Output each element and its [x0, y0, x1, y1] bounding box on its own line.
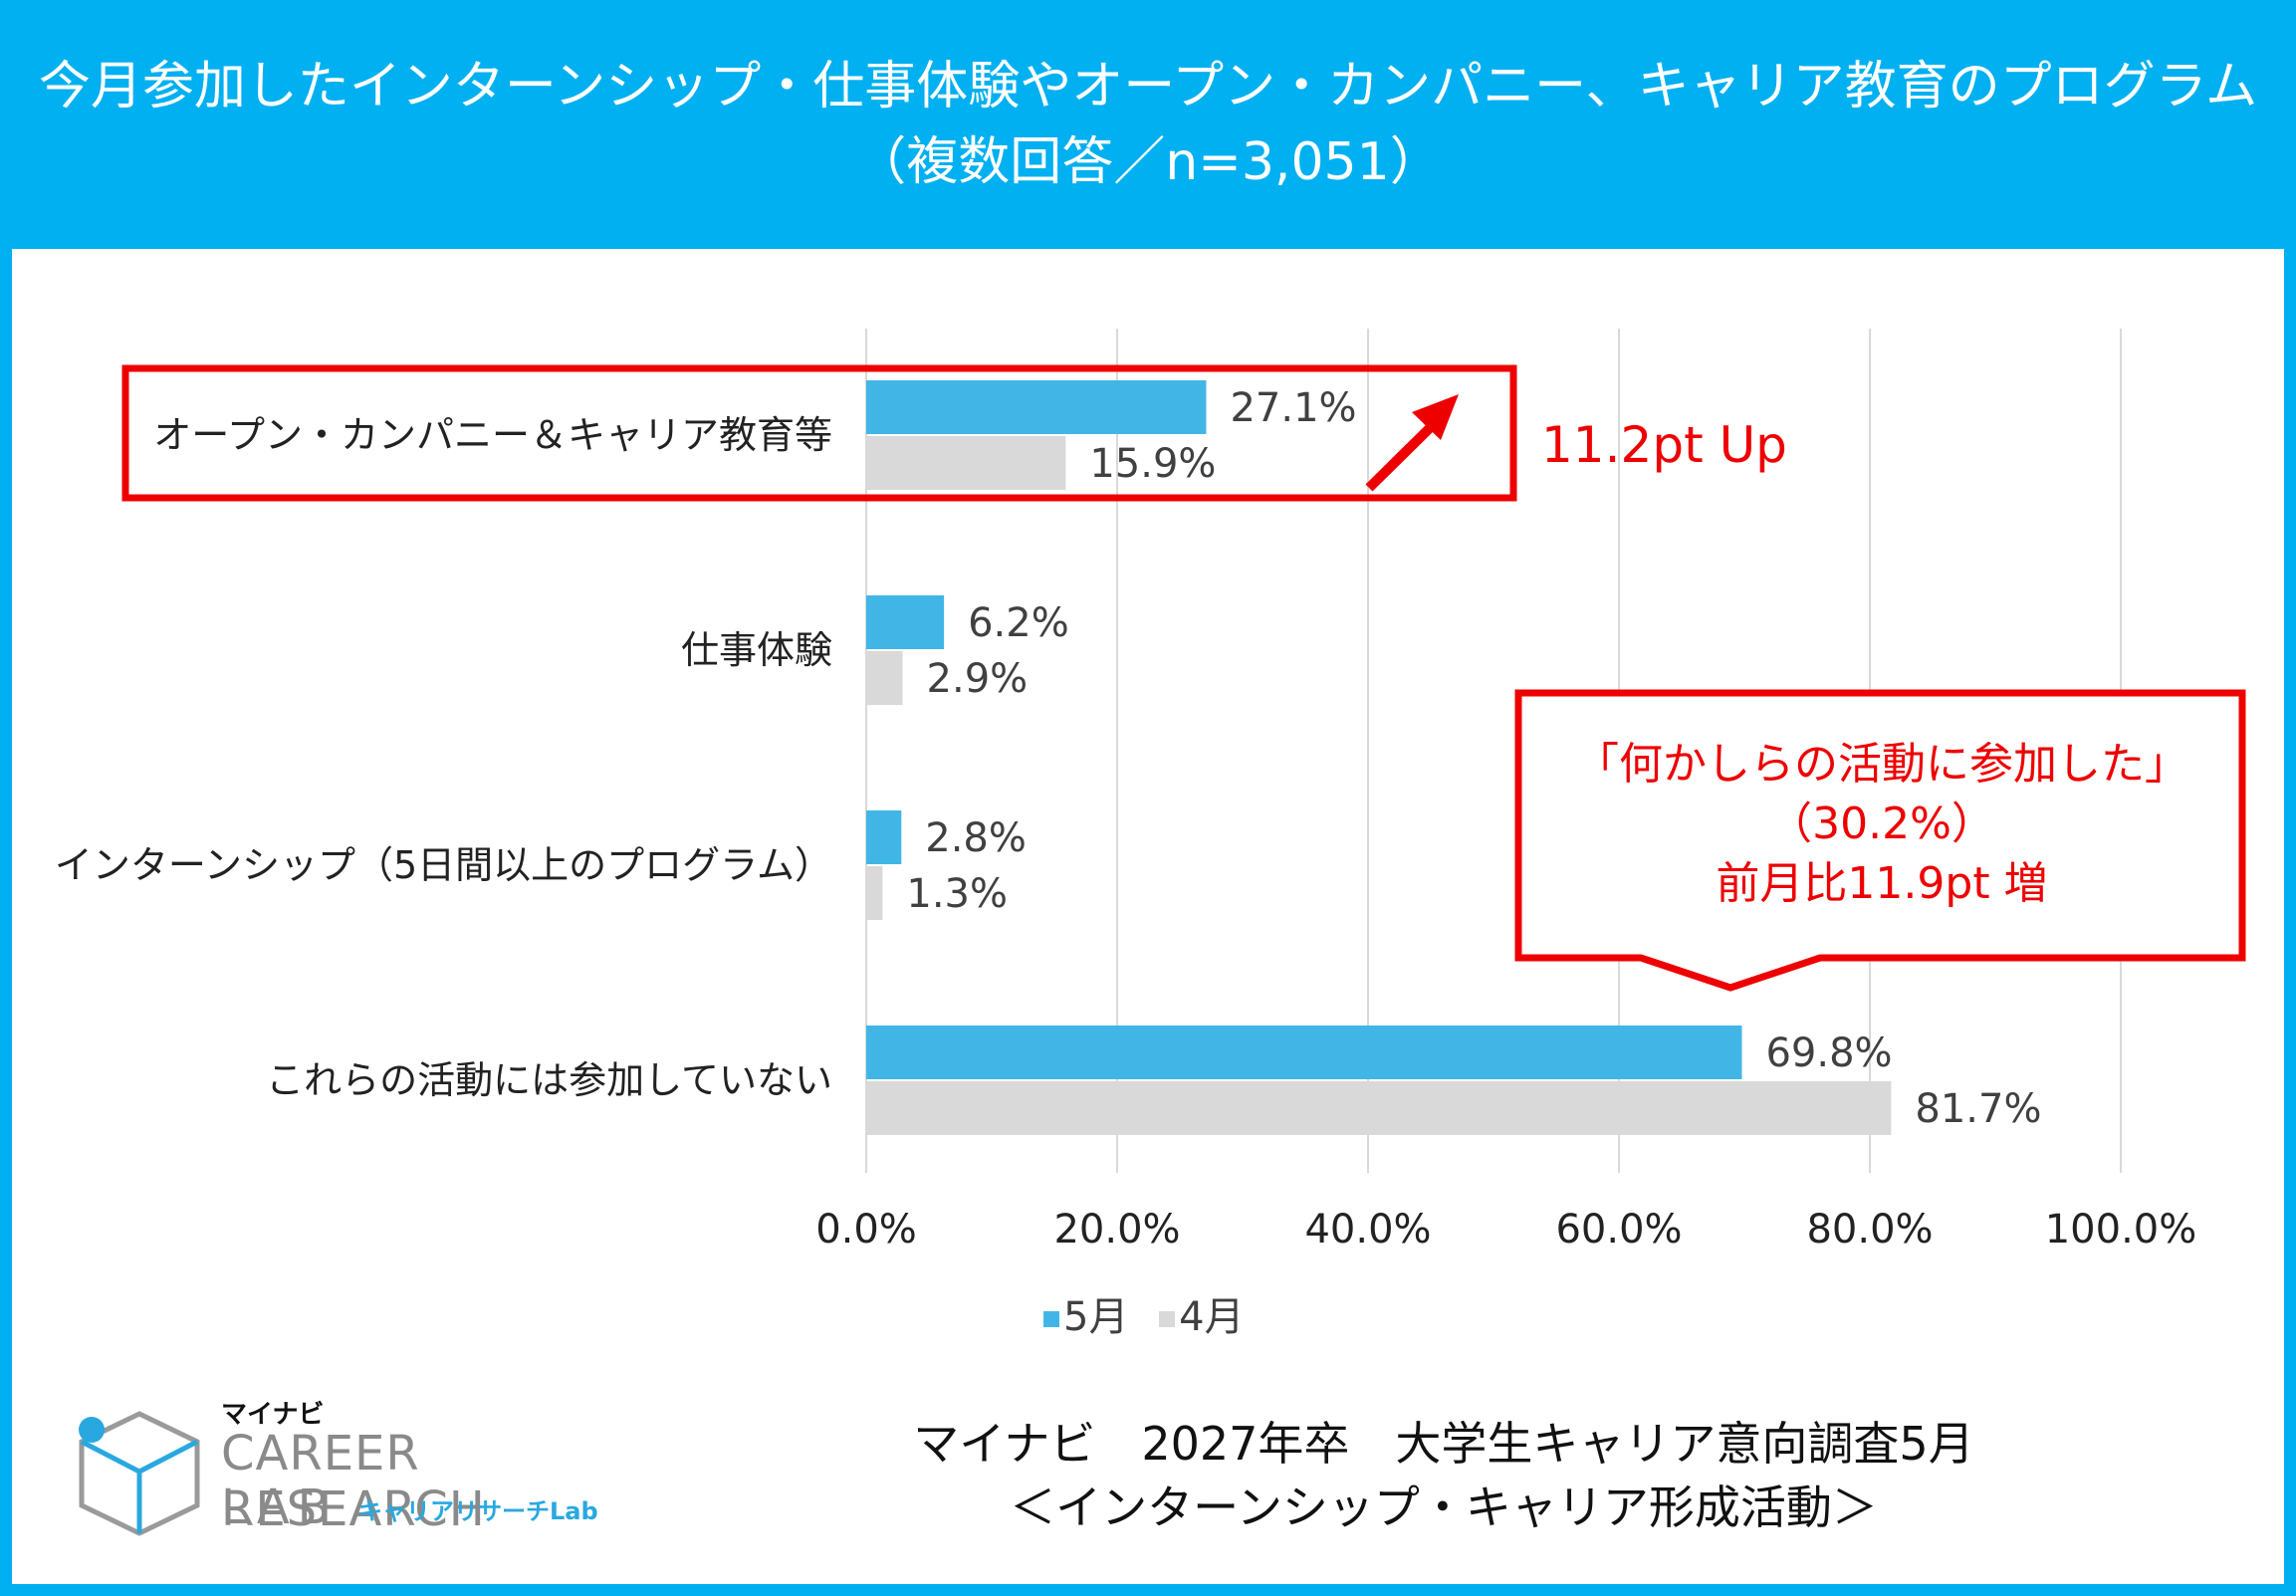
legend-label-may: 5月: [1063, 1294, 1129, 1340]
data-label: 2.9%: [927, 656, 1029, 702]
labels: 0.0% 20.0% 40.0% 60.0% 80.0% 100.0% 27.1% 15.9%…: [55, 385, 2196, 1253]
category-label: 仕事体験: [681, 628, 832, 672]
bar-may: [866, 1026, 1742, 1079]
bar-april: [866, 1081, 1892, 1135]
data-label: 1.3%: [906, 871, 1008, 917]
data-label: 27.1%: [1230, 385, 1356, 431]
data-label: 15.9%: [1089, 441, 1216, 487]
chart-title: 今月参加したインターンシップ・仕事体験やオープン・カンパニー、キャリア教育のプロ…: [38, 57, 2258, 116]
chart-legend: 5月 4月: [1043, 1284, 1263, 1342]
callout-line-3: 前月比11.9pt 増: [1716, 858, 2048, 909]
source-footer: マイナビ 2027年卒 大学生キャリア意向調査5月 ＜インターンシップ・キャリア…: [896, 1412, 1991, 1539]
bar-may: [866, 380, 1207, 434]
bar-april: [866, 866, 883, 920]
lab-cube-icon: [79, 1411, 200, 1536]
x-tick-label: 80.0%: [1806, 1207, 1933, 1253]
bars: [866, 380, 1892, 1135]
category-label: オープン・カンパニー＆キャリア教育等: [153, 413, 832, 457]
footer-line-1: マイナビ 2027年卒 大学生キャリア意向調査5月: [913, 1417, 1974, 1471]
logo-text-career-research: CAREER RESEARCH: [221, 1426, 486, 1537]
x-tick-label: 60.0%: [1555, 1207, 1682, 1253]
callout-text: 「何かしらの活動に参加した」 （30.2%） 前月比11.9pt 増: [1518, 735, 2245, 914]
legend-item-may: 5月: [1043, 1284, 1128, 1342]
logo-text-kana: キャリアリサーチLab: [358, 1497, 598, 1525]
legend-label-april: 4月: [1179, 1294, 1245, 1340]
data-label: 69.8%: [1765, 1030, 1892, 1076]
x-tick-label: 100.0%: [2045, 1207, 2197, 1253]
bar-may: [866, 810, 902, 864]
data-label: 6.2%: [968, 600, 1069, 646]
callout-line-2: （30.2%）: [1768, 798, 1995, 849]
chart-subtitle: （複数回答／n=3,051）: [854, 132, 1442, 192]
bar-may: [866, 595, 945, 649]
bar-april: [866, 651, 903, 705]
highlight-box: [121, 364, 1517, 502]
career-research-lab-logo: マイナビ CAREER RESEARCH LAB キャリアリサーチLab: [70, 1394, 687, 1543]
x-tick-label: 20.0%: [1053, 1207, 1180, 1253]
callout-bubble: [1514, 689, 2246, 992]
legend-swatch-april: [1159, 1311, 1176, 1327]
logo-text-lab: LAB: [221, 1480, 339, 1535]
data-label: 2.8%: [925, 815, 1027, 861]
x-tick-label: 40.0%: [1304, 1207, 1431, 1253]
logo-brand: マイナビ: [221, 1400, 325, 1430]
up-arrow-icon: [1365, 394, 1459, 492]
category-label: インターンシップ（5日間以上のプログラム）: [55, 843, 832, 887]
increase-annotation: 11.2pt Up: [1541, 416, 1787, 474]
footer-line-2: ＜インターンシップ・キャリア形成活動＞: [1010, 1481, 1878, 1534]
x-tick-label: 0.0%: [815, 1207, 917, 1253]
legend-swatch-may: [1043, 1311, 1059, 1327]
bar-april: [866, 436, 1066, 490]
category-label: これらの活動には参加していない: [266, 1058, 832, 1102]
legend-item-april: 4月: [1159, 1284, 1245, 1342]
callout-line-1: 「何かしらの活動に参加した」: [1575, 739, 2188, 790]
header-banner: 今月参加したインターンシップ・仕事体験やオープン・カンパニー、キャリア教育のプロ…: [0, 0, 2296, 249]
data-label: 81.7%: [1915, 1086, 2041, 1132]
